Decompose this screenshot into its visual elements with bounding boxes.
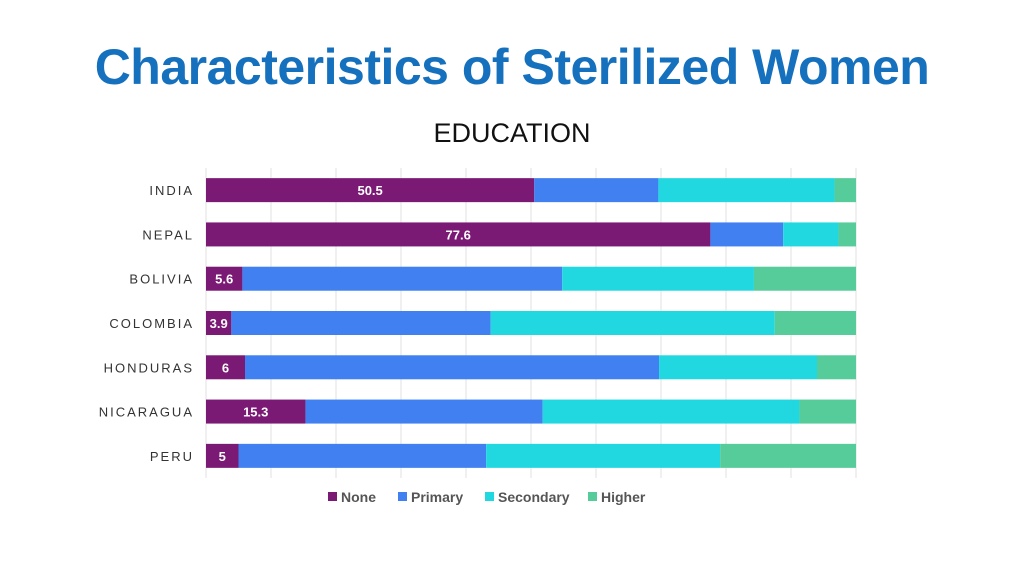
slide-title: Characteristics of Sterilized Women — [94, 39, 930, 95]
category-label: COLOMBIA — [109, 316, 194, 331]
category-label: PERU — [150, 449, 194, 464]
category-label: HONDURAS — [104, 360, 194, 375]
legend-label: Higher — [601, 489, 646, 505]
bar-higher — [753, 266, 856, 291]
bar-secondary — [659, 355, 817, 380]
bar-secondary — [783, 222, 839, 247]
category-label: NEPAL — [142, 227, 194, 242]
legend-label: None — [341, 489, 376, 505]
bar-higher — [838, 222, 856, 247]
legend-swatch-primary — [398, 492, 407, 501]
data-label: 50.5 — [357, 183, 382, 198]
category-label: INDIA — [149, 183, 194, 198]
legend-swatch-none — [328, 492, 337, 501]
bar-none — [206, 222, 711, 247]
category-label: BOLIVIA — [129, 272, 194, 287]
bar-primary — [238, 443, 487, 468]
bar-none — [206, 355, 245, 380]
bar-secondary — [658, 178, 835, 203]
chart-title: EDUCATION — [433, 118, 591, 148]
bar-primary — [710, 222, 784, 247]
data-label: 15.3 — [243, 405, 268, 420]
data-label: 5.6 — [215, 272, 233, 287]
bar-secondary — [562, 266, 754, 291]
bar-higher — [817, 355, 856, 380]
bar-none — [206, 399, 306, 424]
bar-primary — [305, 399, 543, 424]
bar-primary — [245, 355, 660, 380]
bar-none — [206, 443, 239, 468]
legend-swatch-higher — [588, 492, 597, 501]
bar-primary — [534, 178, 659, 203]
bar-none — [206, 178, 535, 203]
bar-primary — [231, 311, 491, 335]
data-label: 3.9 — [210, 316, 228, 331]
bar-higher — [799, 399, 856, 424]
bar-secondary — [486, 443, 721, 468]
category-label: NICARAGUA — [99, 405, 194, 420]
data-label: 5 — [219, 449, 226, 464]
legend-label: Secondary — [498, 489, 570, 505]
legend-label: Primary — [411, 489, 463, 505]
bar-higher — [774, 311, 856, 335]
bar-higher — [834, 178, 856, 203]
legend-swatch-secondary — [485, 492, 494, 501]
bar-none — [206, 311, 232, 335]
bar-secondary — [542, 399, 800, 424]
data-label: 6 — [222, 360, 229, 375]
data-label: 77.6 — [446, 227, 471, 242]
bar-secondary — [490, 311, 775, 335]
bar-higher — [720, 443, 856, 468]
bar-none — [206, 266, 243, 291]
bar-primary — [242, 266, 563, 291]
